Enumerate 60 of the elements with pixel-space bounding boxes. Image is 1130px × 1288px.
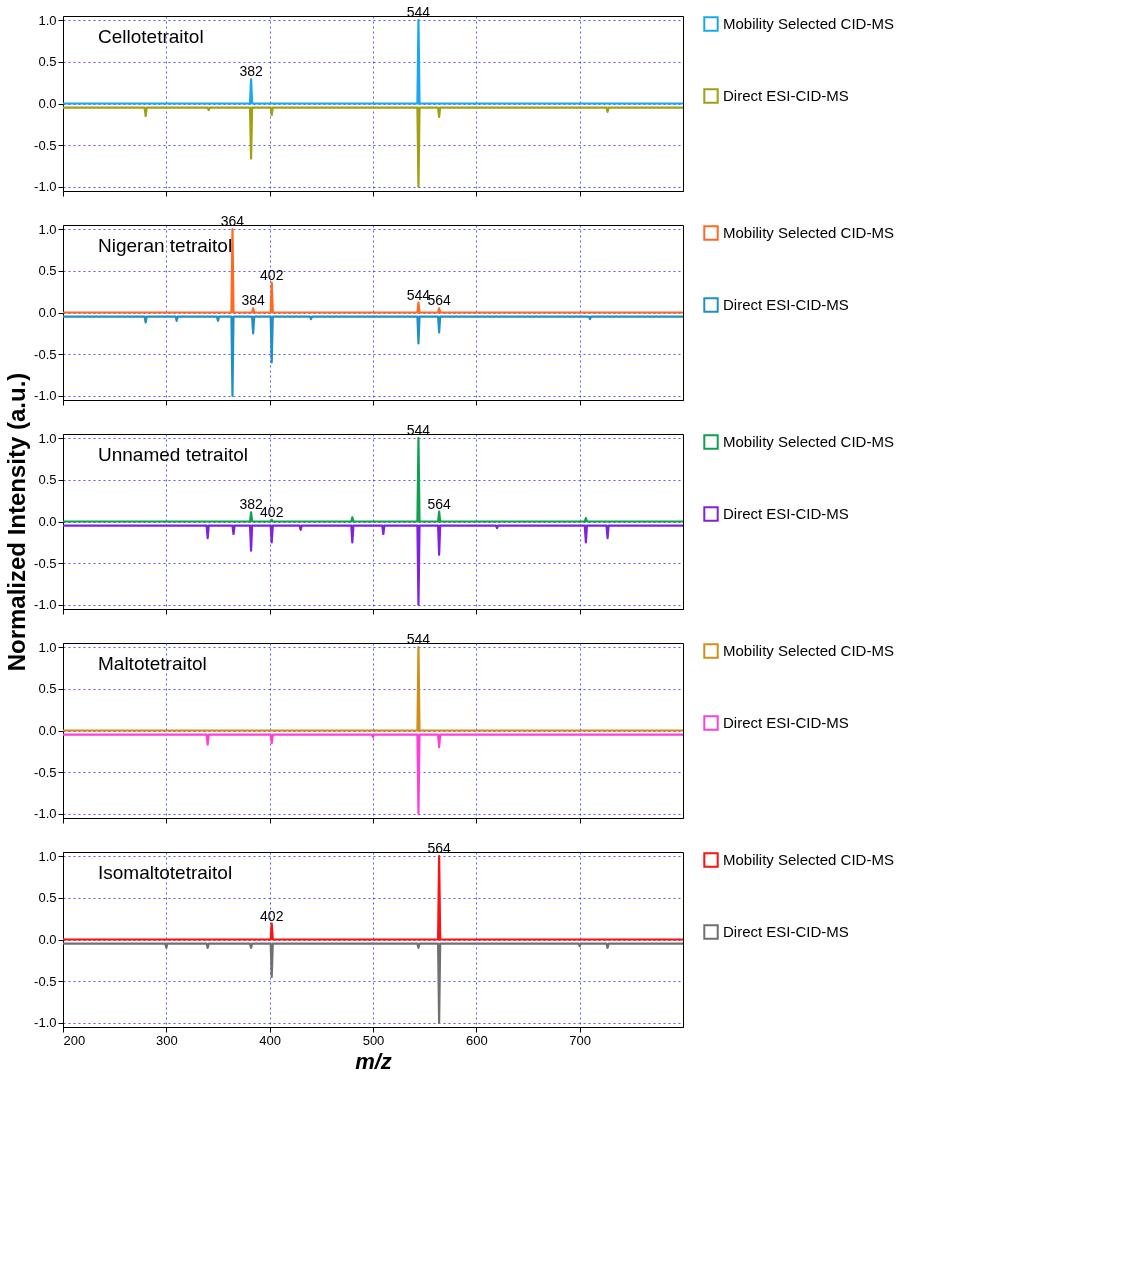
legend-label: Mobility Selected CID-MS [723,433,894,450]
x-tick-label: 300 [155,1032,178,1048]
y-tick-label: -0.5 [34,137,57,153]
y-tick-label: 0.5 [38,472,57,488]
line-series [61,524,685,606]
legend-label: Direct ESI-CID-MS [723,87,849,104]
legend-label: Mobility Selected CID-MS [723,851,894,868]
line-series [61,942,685,1024]
text: Nigeran tetraitol [98,235,233,256]
y-tick-label: 0.5 [38,890,57,906]
annotation: 382 [239,63,263,80]
x-tick-label: 200 [63,1032,86,1048]
y-tick-label: -1.0 [34,179,57,195]
legend-label: Direct ESI-CID-MS [723,714,849,731]
y-tick-label: -0.5 [34,973,57,989]
legend-label: Mobility Selected CID-MS [723,224,894,241]
x-tick-label: 500 [362,1032,385,1048]
legend-label: Mobility Selected CID-MS [723,15,894,32]
annotation: 402 [260,907,284,924]
text: Maltotetraitol [98,653,207,674]
y-tick-label: -0.5 [34,555,57,571]
y-tick-label: -1.0 [34,388,57,404]
y-tick-label: 0.0 [38,514,57,529]
legend-label: Mobility Selected CID-MS [723,642,894,659]
text: Cellotetraitol [98,26,204,47]
line-series [61,437,685,523]
line-series [61,106,685,188]
x-tick-label: 400 [259,1032,282,1048]
x-axis-title: m/z [355,1048,392,1074]
y-tick-label: 0.5 [38,263,57,279]
y-tick-label: -1.0 [34,806,57,822]
y-tick-label: 1.0 [38,430,57,446]
y-tick-label: 1.0 [38,221,57,237]
y-tick-label: 1.0 [38,639,57,655]
y-tick-label: 0.0 [38,723,57,738]
annotation: 384 [241,292,266,309]
legend-label: Direct ESI-CID-MS [723,923,849,940]
y-tick-label: -0.5 [34,346,57,362]
y-tick-label: -1.0 [34,597,57,613]
annotation: 564 [427,495,452,512]
x-tick-label: 700 [569,1032,592,1048]
y-tick-label: -1.0 [34,1015,57,1031]
y-tick-label: -0.5 [34,764,57,780]
y-tick-label: 1.0 [38,848,57,864]
line-series [61,733,685,815]
y-tick-label: 0.0 [38,96,57,111]
legend-label: Direct ESI-CID-MS [723,296,849,313]
y-tick-label: 0.0 [38,305,57,320]
text: Unnamed tetraitol [98,444,248,465]
y-axis-title: Normalized Intensity (a.u.) [3,372,31,672]
line-series [61,315,685,397]
annotation: 402 [260,266,284,283]
x-tick-label: 600 [465,1032,488,1048]
y-tick-label: 0.0 [38,932,57,947]
text: Isomaltotetraitol [98,862,233,883]
y-tick-label: 0.5 [38,54,57,70]
legend-label: Direct ESI-CID-MS [723,505,849,522]
y-tick-label: 0.5 [38,681,57,697]
y-tick-label: 1.0 [38,12,57,28]
line-series [61,228,685,314]
